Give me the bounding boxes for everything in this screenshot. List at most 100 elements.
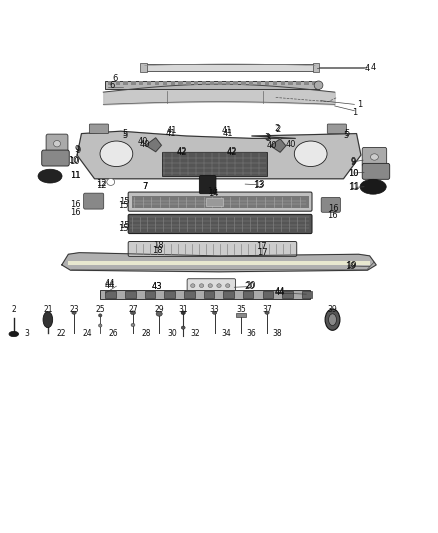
Text: 7: 7 [142,182,148,191]
Ellipse shape [314,81,323,90]
Bar [186,82,191,85]
Bar [170,82,175,85]
Text: 14: 14 [208,189,219,198]
Ellipse shape [100,141,133,166]
Text: 5: 5 [123,128,128,138]
Bar [218,82,222,85]
Text: 21: 21 [43,304,53,313]
Text: 15: 15 [119,197,130,206]
Bar [273,82,277,85]
Bar [145,64,315,71]
Text: 15: 15 [119,221,130,230]
Ellipse shape [181,326,185,329]
Text: 18: 18 [153,241,164,250]
Text: 10: 10 [68,156,79,165]
Text: 5: 5 [343,131,348,140]
Bar [206,198,223,206]
Bar [184,292,194,298]
Ellipse shape [72,311,76,314]
Text: 10: 10 [69,157,79,166]
Text: 40: 40 [266,141,277,150]
Text: 11: 11 [348,183,359,192]
Text: 16: 16 [328,204,339,213]
Text: 2: 2 [276,125,281,134]
Text: 16: 16 [327,212,338,221]
Bar [145,292,155,298]
Ellipse shape [325,309,340,330]
Text: 7: 7 [142,182,148,191]
FancyBboxPatch shape [187,279,236,292]
Bar [162,82,167,85]
Ellipse shape [265,311,269,314]
Text: 30: 30 [167,329,177,338]
Ellipse shape [360,179,386,194]
Text: 1: 1 [357,100,362,109]
Ellipse shape [131,324,135,327]
Polygon shape [77,131,361,179]
Bar [302,292,312,298]
Text: 19: 19 [345,262,355,271]
Bar [236,313,246,317]
Text: 19: 19 [346,262,357,270]
FancyBboxPatch shape [128,214,312,233]
Bar [312,82,316,85]
Bar [296,82,300,85]
Text: 3: 3 [265,133,270,142]
Bar [139,82,144,85]
Text: 15: 15 [119,224,129,233]
Ellipse shape [156,311,162,316]
FancyBboxPatch shape [128,241,297,256]
Bar [68,261,370,265]
Text: 11: 11 [71,171,81,180]
Text: 3: 3 [25,329,29,338]
Text: 9: 9 [351,158,356,167]
Bar [194,82,198,85]
Ellipse shape [328,314,336,326]
Bar [257,82,261,85]
Ellipse shape [43,312,53,328]
Ellipse shape [217,284,221,287]
Text: 42: 42 [227,147,237,156]
Bar [223,292,234,298]
Bar [202,82,206,85]
Text: 42: 42 [177,147,187,156]
Bar [304,82,308,85]
Text: 14: 14 [207,187,218,196]
FancyBboxPatch shape [128,192,312,211]
Text: 41: 41 [166,129,176,138]
Text: 2: 2 [11,304,16,313]
Text: 6: 6 [113,74,118,83]
FancyBboxPatch shape [84,193,104,209]
Ellipse shape [107,179,115,185]
Text: 4: 4 [371,63,376,71]
FancyBboxPatch shape [46,134,68,154]
Text: 12: 12 [96,179,106,188]
Bar [241,82,246,85]
Text: 44: 44 [105,280,115,289]
Bar [281,82,285,85]
Text: 44: 44 [275,287,286,296]
Text: 38: 38 [272,329,282,338]
Text: 44: 44 [105,279,115,288]
Text: 41: 41 [223,129,233,138]
Text: 11: 11 [70,171,80,180]
Bar [131,82,136,85]
Bar [204,292,214,298]
Bar [226,82,230,85]
Polygon shape [146,138,161,152]
Text: 33: 33 [210,304,219,313]
Ellipse shape [53,141,60,147]
Bar [233,82,238,85]
Text: 16: 16 [70,200,80,209]
Text: 41: 41 [222,126,232,135]
Text: 41: 41 [167,126,177,135]
Bar [210,82,214,85]
Text: 1: 1 [352,108,357,117]
Bar [147,82,151,85]
Bar [249,82,254,85]
Bar [288,82,293,85]
Text: 32: 32 [190,329,200,338]
Ellipse shape [226,284,230,287]
Text: 20: 20 [244,282,255,291]
Ellipse shape [199,284,204,287]
